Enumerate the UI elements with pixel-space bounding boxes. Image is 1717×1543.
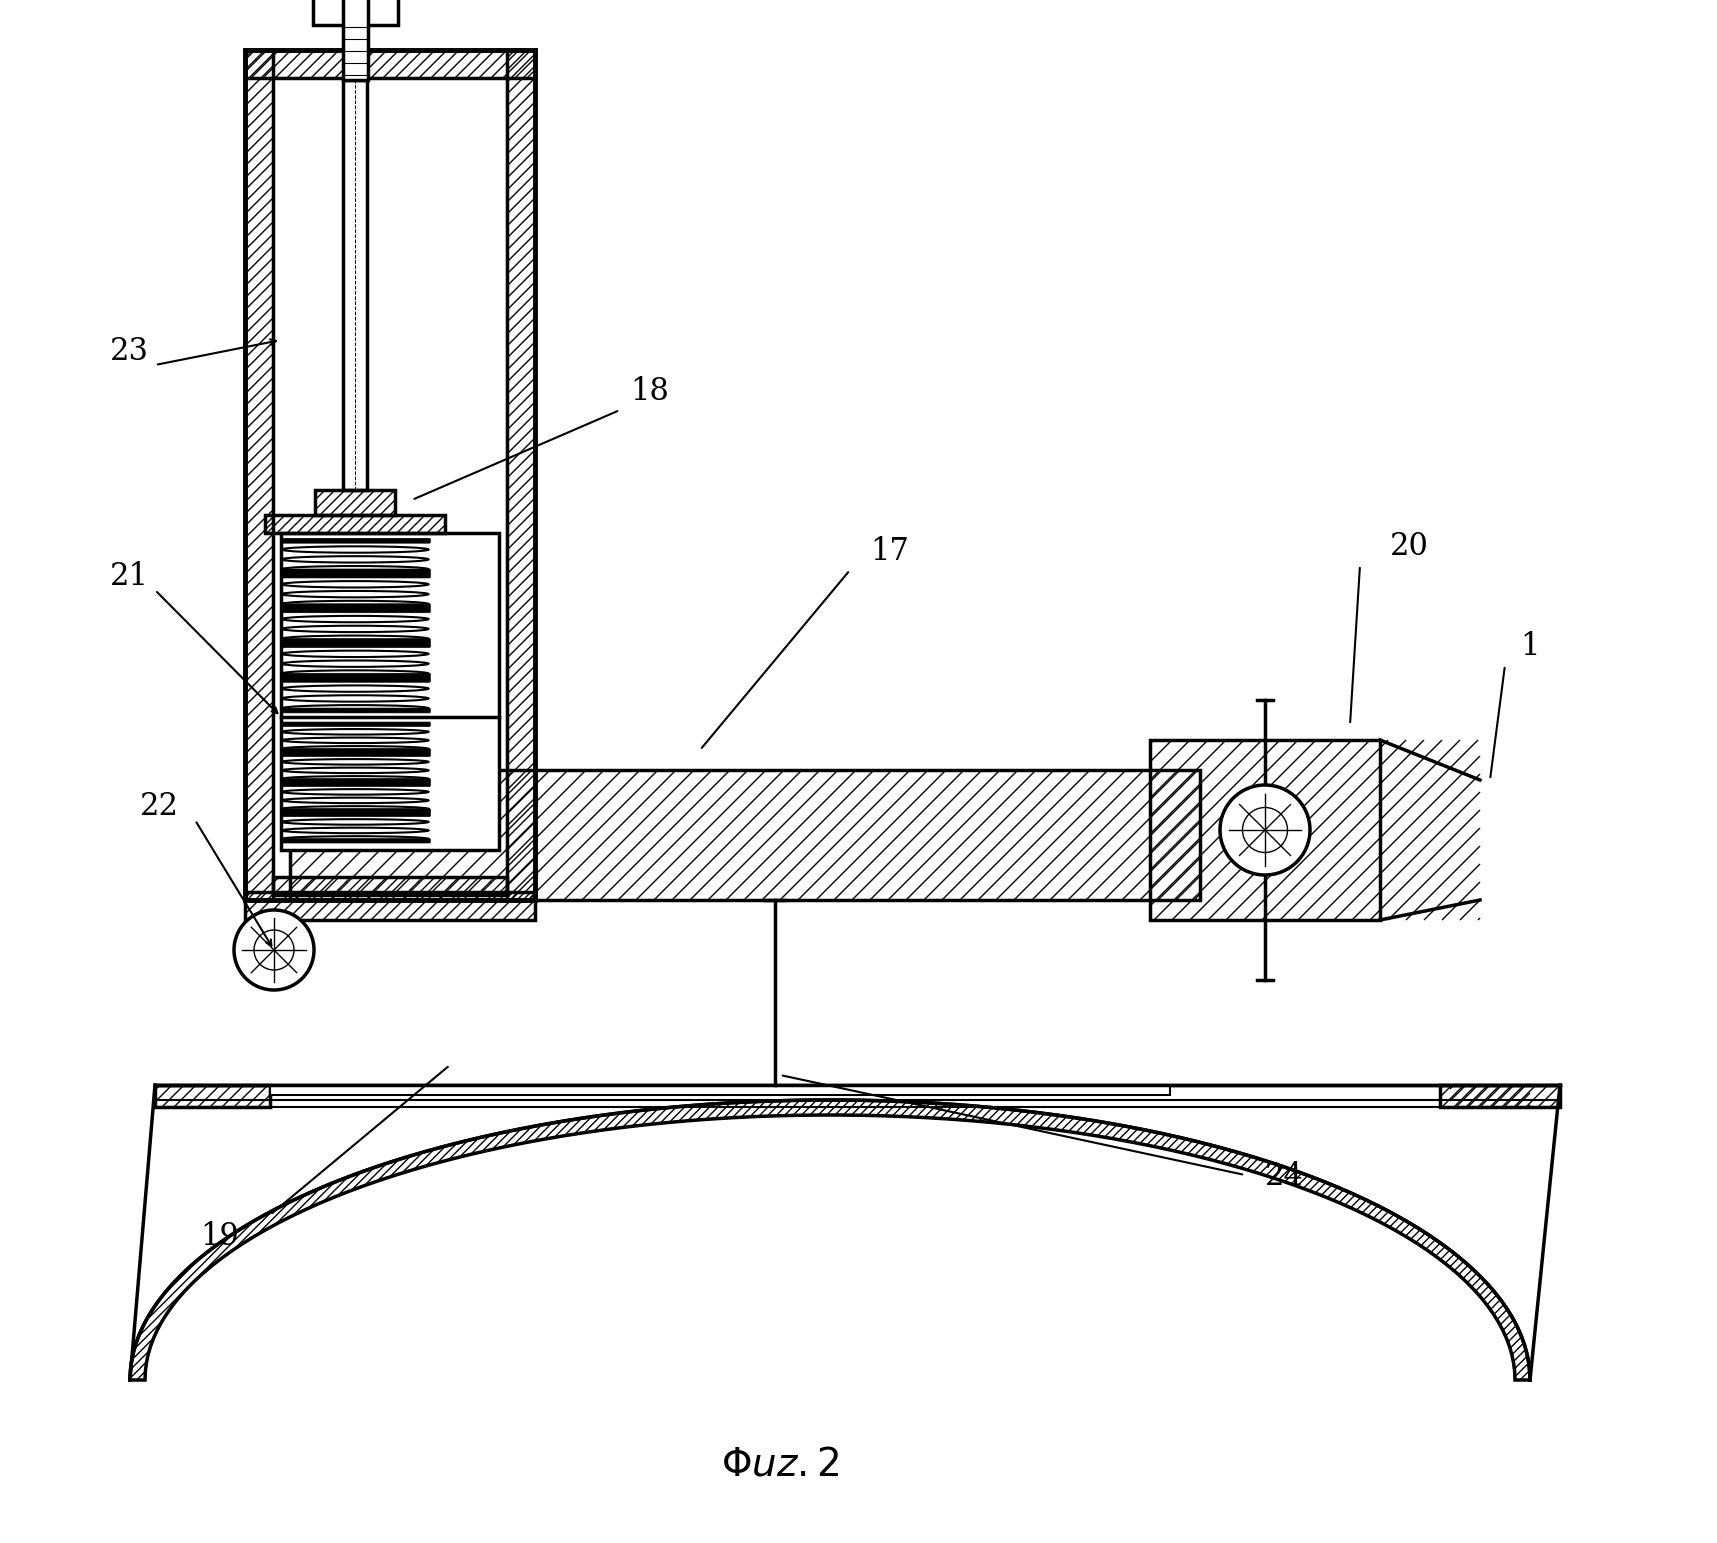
FancyBboxPatch shape [282, 748, 431, 753]
FancyBboxPatch shape [282, 812, 431, 816]
Bar [246, 49, 536, 79]
FancyBboxPatch shape [282, 539, 431, 543]
Ellipse shape [282, 805, 429, 812]
Text: 17: 17 [871, 535, 908, 566]
FancyBboxPatch shape [282, 838, 431, 842]
Ellipse shape [282, 759, 429, 765]
Bar [1441, 1085, 1561, 1106]
Ellipse shape [282, 626, 429, 633]
FancyBboxPatch shape [282, 782, 431, 787]
Ellipse shape [282, 670, 429, 677]
FancyBboxPatch shape [282, 779, 431, 782]
FancyBboxPatch shape [282, 809, 431, 813]
Ellipse shape [282, 616, 429, 622]
Bar [264, 515, 445, 532]
FancyBboxPatch shape [282, 608, 431, 613]
Bar [246, 49, 536, 900]
Ellipse shape [282, 651, 429, 657]
FancyBboxPatch shape [282, 639, 431, 643]
Bar [507, 49, 536, 900]
Text: 23: 23 [110, 336, 149, 367]
Bar [1150, 741, 1380, 920]
Bar [343, 80, 367, 491]
FancyBboxPatch shape [282, 722, 431, 727]
FancyBboxPatch shape [282, 751, 431, 756]
Ellipse shape [282, 685, 429, 691]
FancyBboxPatch shape [282, 673, 431, 677]
Bar [314, 491, 395, 515]
Bar [290, 770, 1200, 900]
Text: 1: 1 [1520, 631, 1540, 662]
Ellipse shape [282, 696, 429, 702]
Ellipse shape [282, 546, 429, 552]
Text: 21: 21 [110, 562, 149, 593]
Text: $\Phi u z . 2$: $\Phi u z . 2$ [721, 1446, 840, 1483]
Text: 19: 19 [199, 1221, 239, 1251]
Ellipse shape [282, 705, 429, 711]
Ellipse shape [282, 636, 429, 642]
Text: 24: 24 [1265, 1160, 1303, 1193]
FancyBboxPatch shape [282, 572, 431, 579]
Bar [246, 49, 273, 900]
Ellipse shape [282, 582, 429, 588]
Bar [155, 1085, 270, 1106]
Bar [246, 892, 536, 920]
Ellipse shape [282, 827, 429, 833]
Ellipse shape [282, 738, 429, 744]
Bar [270, 1085, 1169, 1096]
Ellipse shape [282, 747, 429, 751]
FancyBboxPatch shape [282, 603, 431, 608]
Ellipse shape [282, 798, 429, 804]
Text: 18: 18 [630, 376, 670, 407]
Circle shape [1221, 785, 1310, 875]
Circle shape [234, 910, 314, 991]
Text: 20: 20 [1391, 531, 1429, 562]
Bar [282, 532, 500, 850]
Ellipse shape [282, 600, 429, 608]
Ellipse shape [282, 776, 429, 782]
Ellipse shape [282, 836, 429, 841]
FancyBboxPatch shape [282, 569, 431, 574]
Ellipse shape [282, 728, 429, 734]
Ellipse shape [282, 566, 429, 572]
FancyBboxPatch shape [282, 677, 431, 682]
FancyBboxPatch shape [282, 708, 431, 713]
Ellipse shape [282, 819, 429, 824]
Ellipse shape [282, 767, 429, 773]
Ellipse shape [282, 555, 429, 563]
Ellipse shape [282, 788, 429, 795]
Ellipse shape [282, 660, 429, 667]
Bar [343, 0, 367, 80]
Text: 22: 22 [141, 792, 179, 822]
Bar [312, 0, 398, 25]
Bar [273, 876, 507, 895]
Ellipse shape [282, 591, 429, 597]
FancyBboxPatch shape [282, 643, 431, 648]
